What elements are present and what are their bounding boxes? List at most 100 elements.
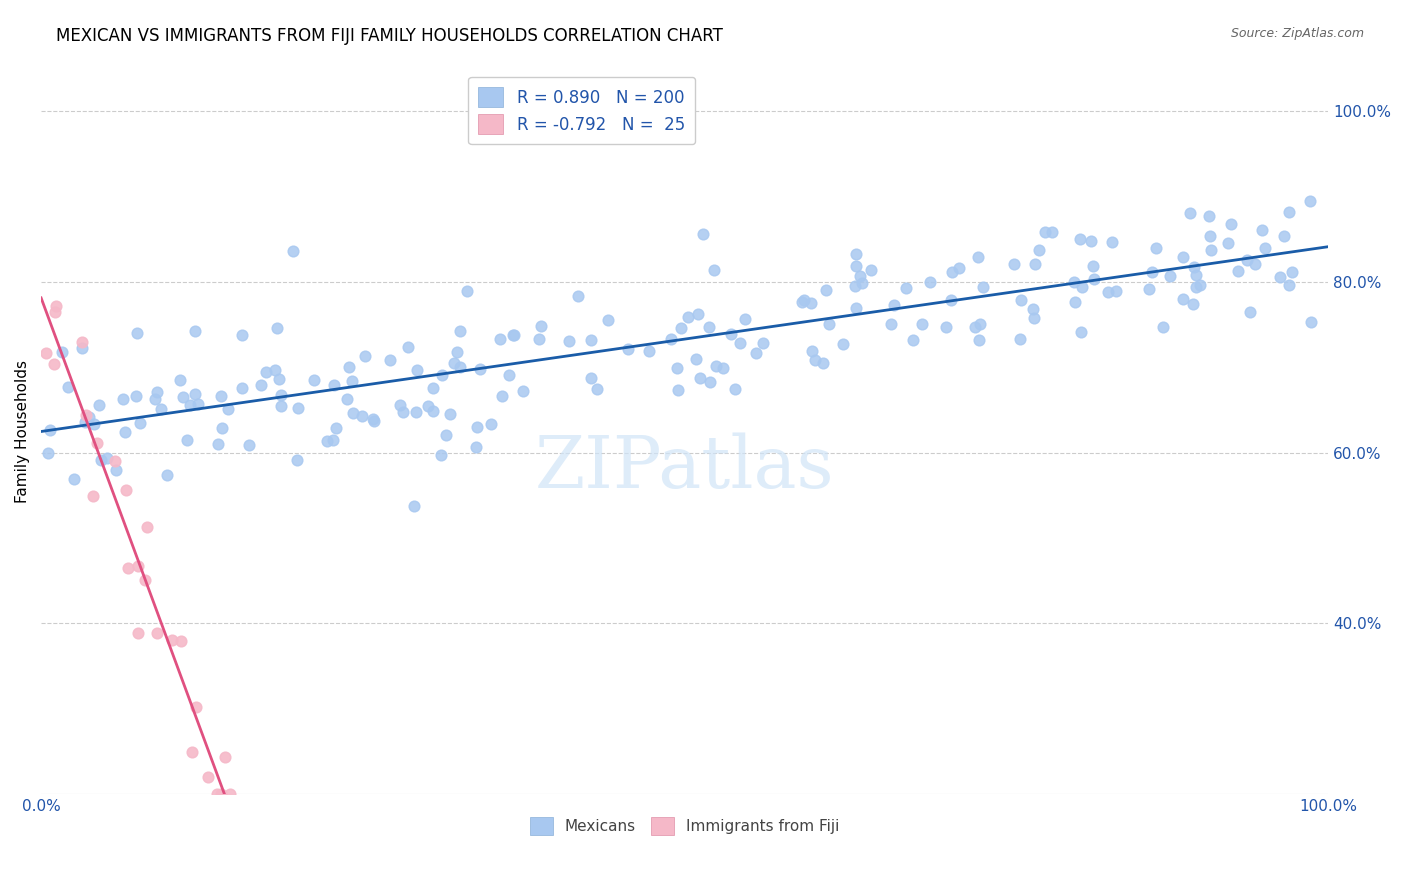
Point xyxy=(430,448,453,462)
Point xyxy=(1137,282,1160,296)
Point xyxy=(350,409,373,423)
Point xyxy=(688,307,710,321)
Point xyxy=(44,305,66,319)
Point xyxy=(1159,269,1181,284)
Point xyxy=(1201,243,1223,257)
Point xyxy=(879,317,901,331)
Point xyxy=(1178,205,1201,219)
Point xyxy=(63,472,86,486)
Point xyxy=(558,334,581,349)
Point xyxy=(96,450,118,465)
Point xyxy=(72,334,94,349)
Point xyxy=(849,269,872,284)
Point xyxy=(817,317,839,331)
Point xyxy=(845,247,868,261)
Point xyxy=(969,333,991,347)
Point xyxy=(1010,293,1032,308)
Point xyxy=(1022,311,1045,326)
Point xyxy=(114,483,136,498)
Point xyxy=(1278,205,1301,219)
Point xyxy=(711,360,734,375)
Point xyxy=(449,324,471,338)
Point xyxy=(1105,284,1128,298)
Point xyxy=(117,561,139,575)
Point xyxy=(134,574,156,588)
Point xyxy=(728,335,751,350)
Point xyxy=(1239,305,1261,319)
Point xyxy=(502,328,524,343)
Point xyxy=(920,275,942,289)
Point xyxy=(90,452,112,467)
Point xyxy=(422,381,444,395)
Point xyxy=(845,301,868,315)
Point xyxy=(498,368,520,383)
Point xyxy=(396,341,419,355)
Point xyxy=(1081,259,1104,273)
Point xyxy=(180,745,202,759)
Point xyxy=(668,384,690,398)
Point xyxy=(692,227,714,242)
Point xyxy=(1298,194,1320,209)
Point xyxy=(238,437,260,451)
Point xyxy=(1033,226,1056,240)
Point xyxy=(665,360,688,375)
Point xyxy=(579,371,602,385)
Point xyxy=(207,437,229,451)
Point xyxy=(1070,325,1092,339)
Point xyxy=(752,336,775,351)
Point xyxy=(845,260,868,274)
Point xyxy=(82,489,104,503)
Point xyxy=(111,392,134,407)
Point xyxy=(149,401,172,416)
Point xyxy=(567,289,589,303)
Point xyxy=(322,433,344,447)
Point xyxy=(941,265,963,279)
Point xyxy=(811,355,834,369)
Point xyxy=(491,389,513,403)
Point xyxy=(83,417,105,432)
Point xyxy=(1216,235,1239,250)
Point xyxy=(527,332,550,346)
Point xyxy=(800,296,823,310)
Point xyxy=(418,399,440,413)
Point xyxy=(699,375,721,389)
Point xyxy=(316,434,339,449)
Point xyxy=(479,417,502,431)
Point xyxy=(402,499,425,513)
Point xyxy=(1243,257,1265,271)
Point xyxy=(1040,225,1063,239)
Y-axis label: Family Households: Family Households xyxy=(15,359,30,503)
Point xyxy=(1268,270,1291,285)
Point xyxy=(1144,241,1167,255)
Point xyxy=(911,317,934,331)
Point xyxy=(39,423,62,437)
Point xyxy=(1181,296,1204,310)
Point xyxy=(45,299,67,313)
Point xyxy=(1171,293,1194,307)
Point xyxy=(170,634,193,648)
Point xyxy=(1028,243,1050,257)
Point xyxy=(449,360,471,375)
Point xyxy=(125,388,148,402)
Point xyxy=(434,428,457,442)
Point xyxy=(270,388,292,402)
Point xyxy=(883,298,905,312)
Point xyxy=(530,318,553,333)
Point xyxy=(342,406,364,420)
Point xyxy=(42,357,65,371)
Point xyxy=(851,276,873,290)
Point xyxy=(209,787,232,801)
Point xyxy=(793,293,815,308)
Point xyxy=(342,374,364,388)
Point xyxy=(1171,250,1194,264)
Point xyxy=(669,321,692,335)
Point xyxy=(969,317,991,331)
Point xyxy=(184,324,207,338)
Point xyxy=(1080,234,1102,248)
Point xyxy=(143,392,166,406)
Point xyxy=(803,353,825,368)
Point xyxy=(254,365,277,379)
Point xyxy=(896,281,918,295)
Point xyxy=(1101,235,1123,250)
Point xyxy=(1097,285,1119,299)
